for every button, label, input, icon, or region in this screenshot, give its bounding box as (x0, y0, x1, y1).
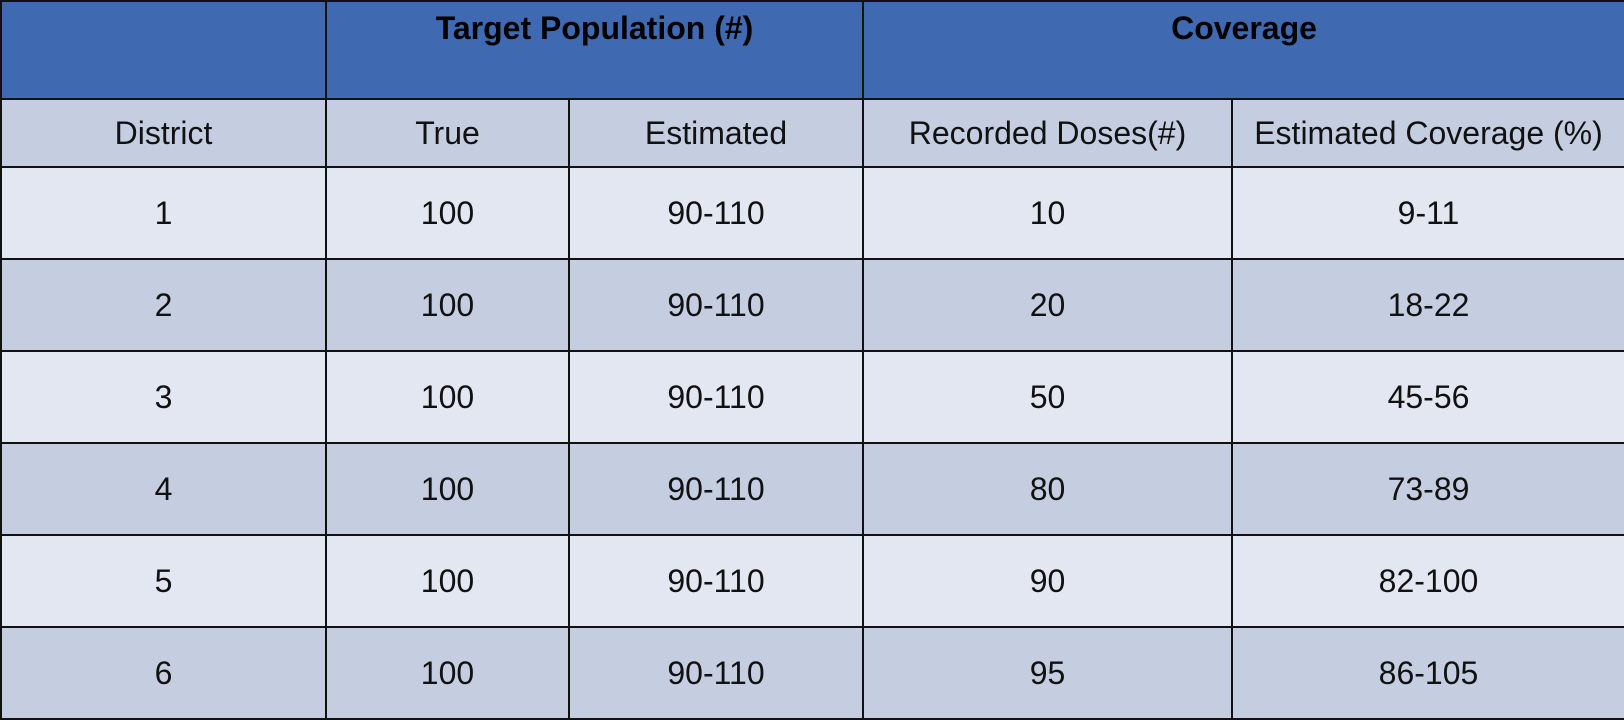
cell-true: 100 (325, 626, 570, 720)
cell-estimated: 90-110 (568, 258, 864, 352)
cell-true: 100 (325, 350, 570, 444)
column-header-true: True (325, 98, 570, 168)
cell-estimated: 90-110 (568, 534, 864, 628)
cell-district: 3 (0, 350, 327, 444)
cell-estimated-coverage: 73-89 (1231, 442, 1624, 536)
cell-recorded-doses: 20 (862, 258, 1233, 352)
cell-recorded-doses: 80 (862, 442, 1233, 536)
cell-estimated-coverage: 86-105 (1231, 626, 1624, 720)
cell-recorded-doses: 90 (862, 534, 1233, 628)
table-row: 1 100 90-110 10 9-11 (0, 166, 1624, 260)
cell-recorded-doses: 10 (862, 166, 1233, 260)
cell-district: 6 (0, 626, 327, 720)
cell-district: 5 (0, 534, 327, 628)
column-header-estimated: Estimated (568, 98, 864, 168)
cell-true: 100 (325, 534, 570, 628)
cell-estimated: 90-110 (568, 626, 864, 720)
table-row: 5 100 90-110 90 82-100 (0, 534, 1624, 628)
cell-recorded-doses: 95 (862, 626, 1233, 720)
group-header-row: Target Population (#) Coverage (0, 0, 1624, 100)
cell-true: 100 (325, 442, 570, 536)
cell-district: 1 (0, 166, 327, 260)
group-header-target-population: Target Population (#) (325, 0, 864, 100)
cell-estimated-coverage: 45-56 (1231, 350, 1624, 444)
column-header-row: District True Estimated Recorded Doses(#… (0, 98, 1624, 168)
cell-true: 100 (325, 258, 570, 352)
cell-recorded-doses: 50 (862, 350, 1233, 444)
cell-district: 2 (0, 258, 327, 352)
cell-estimated: 90-110 (568, 442, 864, 536)
table-row: 4 100 90-110 80 73-89 (0, 442, 1624, 536)
cell-estimated: 90-110 (568, 350, 864, 444)
cell-true: 100 (325, 166, 570, 260)
table-row: 3 100 90-110 50 45-56 (0, 350, 1624, 444)
cell-estimated-coverage: 82-100 (1231, 534, 1624, 628)
table-row: 6 100 90-110 95 86-105 (0, 626, 1624, 720)
cell-estimated-coverage: 18-22 (1231, 258, 1624, 352)
column-header-estimated-coverage: Estimated Coverage (%) (1231, 98, 1624, 168)
table-row: 2 100 90-110 20 18-22 (0, 258, 1624, 352)
column-header-district: District (0, 98, 327, 168)
cell-estimated-coverage: 9-11 (1231, 166, 1624, 260)
group-header-coverage: Coverage (862, 0, 1624, 100)
column-header-recorded-doses: Recorded Doses(#) (862, 98, 1233, 168)
cell-district: 4 (0, 442, 327, 536)
cell-estimated: 90-110 (568, 166, 864, 260)
group-header-blank (0, 0, 327, 100)
